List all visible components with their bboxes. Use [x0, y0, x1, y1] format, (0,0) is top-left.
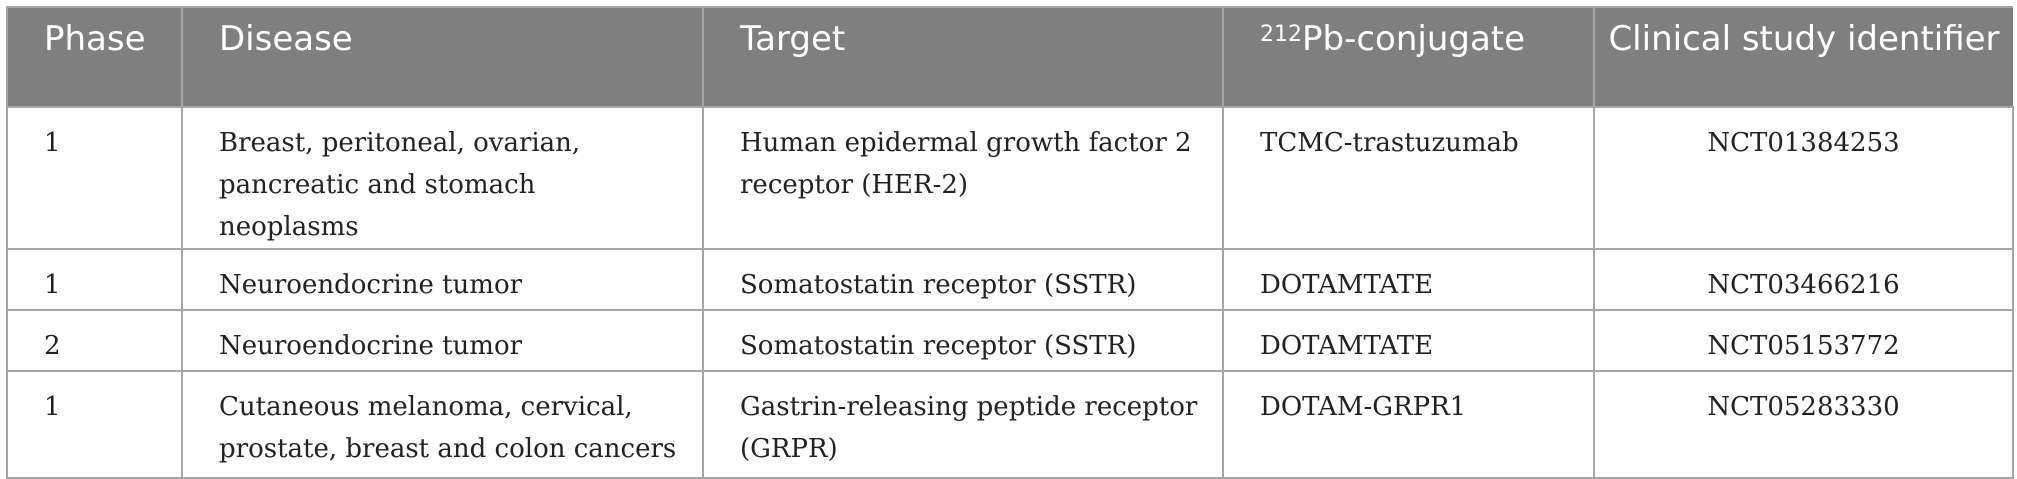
cell-disease: Neuroendocrine tumor: [181, 248, 704, 311]
cell-disease: Neuroendocrine tumor: [181, 309, 704, 372]
cell-identifier: NCT03466216: [1593, 248, 2014, 311]
cell-target: Somatostatin receptor (SSTR): [702, 309, 1224, 372]
cell-target: Gastrin-releasing peptide receptor (GRPR…: [702, 370, 1224, 479]
table-header: Phase Disease Target 212Pb-conjugate Cli…: [6, 6, 2013, 107]
cell-conjugate: DOTAM-GRPR1: [1222, 370, 1595, 479]
header-identifier: Clinical study identifier: [1593, 6, 2013, 107]
cell-phase: 1: [6, 106, 183, 250]
clinical-trials-table: Phase Disease Target 212Pb-conjugate Cli…: [6, 6, 2014, 479]
header-conjugate: 212Pb-conjugate: [1222, 6, 1594, 107]
cell-conjugate: TCMC-trastuzumab: [1222, 106, 1595, 250]
header-conjugate-label: Pb-conjugate: [1302, 19, 1526, 59]
table-body: 1 Breast, peritoneal, ovarian, pancreati…: [6, 106, 2014, 479]
cell-conjugate: DOTAMTATE: [1222, 309, 1595, 372]
cell-disease: Cutaneous melanoma, cervical, prostate, …: [181, 370, 704, 479]
cell-identifier: NCT01384253: [1593, 106, 2014, 250]
cell-identifier: NCT05283330: [1593, 370, 2014, 479]
cell-disease: Breast, peritoneal, ovarian, pancreatic …: [181, 106, 704, 250]
cell-target: Human epidermal growth factor 2 receptor…: [702, 106, 1224, 250]
table-row: 1 Neuroendocrine tumor Somatostatin rece…: [6, 248, 2014, 311]
header-phase: Phase: [6, 6, 182, 107]
cell-conjugate: DOTAMTATE: [1222, 248, 1595, 311]
cell-phase: 1: [6, 248, 183, 311]
cell-phase: 2: [6, 309, 183, 372]
header-disease: Disease: [181, 6, 703, 107]
cell-target: Somatostatin receptor (SSTR): [702, 248, 1224, 311]
table-row: 2 Neuroendocrine tumor Somatostatin rece…: [6, 309, 2014, 372]
clinical-trials-table-container: Phase Disease Target 212Pb-conjugate Cli…: [6, 6, 2014, 479]
table-row: 1 Cutaneous melanoma, cervical, prostate…: [6, 370, 2014, 479]
table-row: 1 Breast, peritoneal, ovarian, pancreati…: [6, 106, 2014, 250]
cell-phase: 1: [6, 370, 183, 479]
header-row: Phase Disease Target 212Pb-conjugate Cli…: [6, 6, 2013, 107]
header-target: Target: [702, 6, 1223, 107]
header-conjugate-isotope: 212: [1260, 22, 1302, 47]
cell-identifier: NCT05153772: [1593, 309, 2014, 372]
